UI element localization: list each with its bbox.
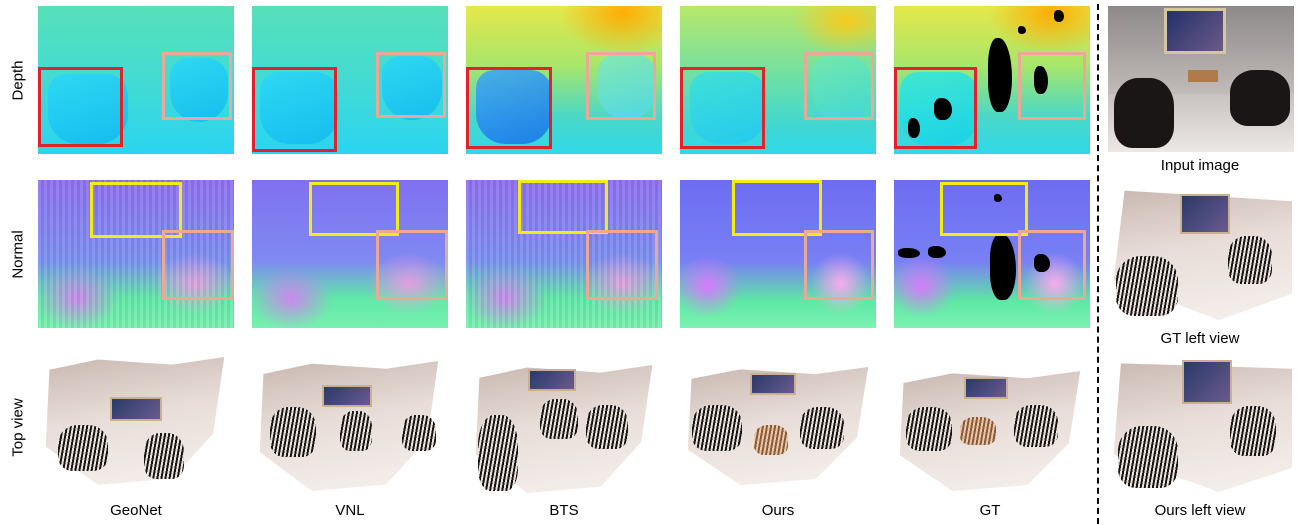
depth-map-gt (894, 6, 1090, 154)
highlight-box-red (38, 67, 123, 147)
method-label-geonet: GeoNet (110, 502, 162, 519)
highlight-box-pink (1018, 52, 1086, 120)
top-view-bts (466, 355, 662, 495)
row-label-top-view: Top view (9, 398, 27, 457)
highlight-box-pink (162, 52, 232, 120)
method-label-gt: GT (979, 502, 1001, 519)
highlight-box-yellow (518, 180, 608, 234)
top-view-ours (680, 355, 876, 495)
depth-map-geonet (38, 6, 234, 154)
normal-map-vnl (252, 180, 448, 328)
method-label-bts: BTS (549, 502, 579, 519)
highlight-box-pink (376, 52, 446, 118)
highlight-box-yellow (940, 182, 1028, 236)
top-view-vnl (252, 355, 448, 495)
depth-map-vnl (252, 6, 448, 154)
highlight-box-yellow (732, 180, 822, 236)
highlight-box-yellow (90, 182, 182, 238)
input-image (1108, 6, 1294, 152)
dashed-divider (1097, 4, 1099, 524)
label-input-image: Input image (1160, 157, 1240, 174)
highlight-box-pink (804, 230, 874, 300)
top-view-geonet (38, 355, 234, 495)
highlight-box-pink (376, 230, 448, 300)
highlight-box-red (252, 67, 337, 152)
row-label-normal: Normal (9, 230, 27, 279)
highlight-box-pink (1018, 230, 1086, 300)
normal-map-ours (680, 180, 876, 328)
method-label-vnl: VNL (335, 502, 365, 519)
highlight-box-pink (586, 52, 656, 120)
depth-map-bts (466, 6, 662, 154)
highlight-box-red (894, 67, 977, 149)
depth-map-ours (680, 6, 876, 154)
gt-left-view (1108, 184, 1294, 324)
highlight-box-pink (162, 230, 234, 300)
row-label-depth: Depth (9, 60, 27, 101)
highlight-box-red (680, 67, 765, 149)
highlight-box-pink (804, 52, 874, 120)
highlight-box-pink (586, 230, 658, 300)
top-view-gt (894, 355, 1090, 495)
label-gt-left-view: GT left view (1160, 330, 1240, 347)
normal-map-gt (894, 180, 1090, 328)
label-ours-left-view: Ours left view (1154, 502, 1246, 519)
method-label-ours: Ours (761, 502, 795, 519)
ours-left-view (1108, 356, 1294, 496)
highlight-box-red (466, 67, 552, 149)
highlight-box-yellow (309, 182, 399, 236)
normal-map-bts (466, 180, 662, 328)
normal-map-geonet (38, 180, 234, 328)
